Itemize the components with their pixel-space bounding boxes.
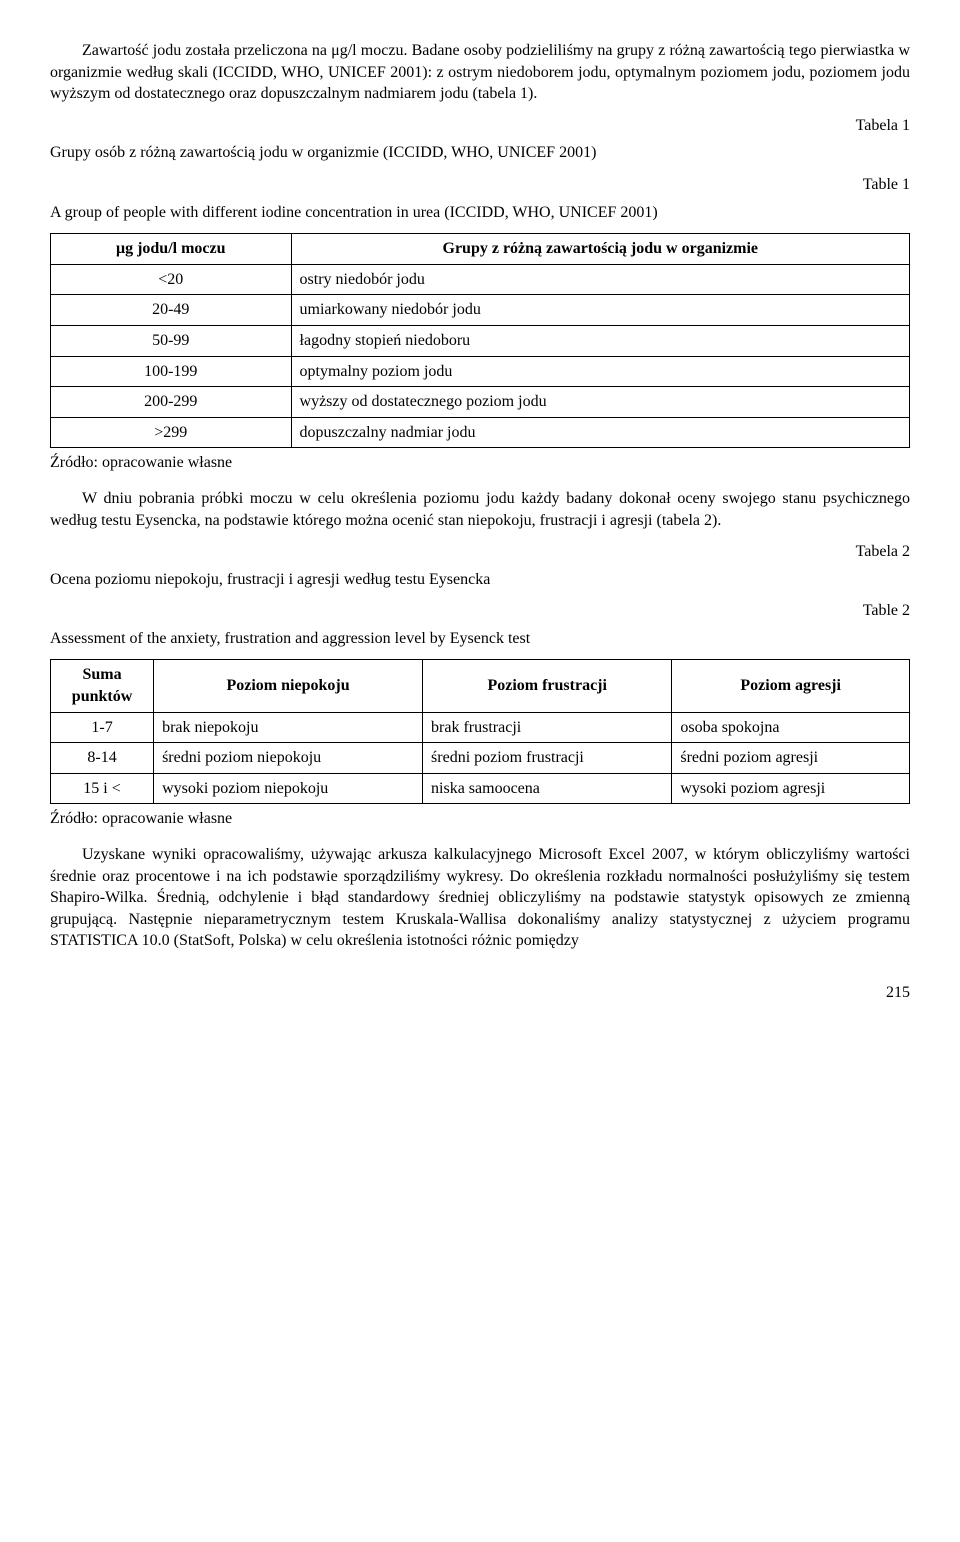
table1-source: Źródło: opracowanie własne [50,452,910,474]
table-row: 50-99łagodny stopień niedoboru [51,325,910,356]
table-row: 20-49umiarkowany niedobór jodu [51,295,910,326]
table-row: >299dopuszczalny nadmiar jodu [51,417,910,448]
table1-caption-en: A group of people with different iodine … [50,202,910,224]
table2-label-en: Table 2 [50,600,910,622]
table1-caption-pl: Grupy osób z różną zawartością jodu w or… [50,142,910,164]
table1-label-pl: Tabela 1 [50,115,910,137]
table1-label-en: Table 1 [50,174,910,196]
table-eysenck-levels: Suma punktów Poziom niepokoju Poziom fru… [50,659,910,804]
table2-label-pl: Tabela 2 [50,541,910,563]
table-row: 15 i < wysoki poziom niepokoju niska sam… [51,773,910,804]
t1-header-col1: μg jodu/l moczu [51,234,292,265]
table-iodine-groups: μg jodu/l moczu Grupy z różną zawartości… [50,233,910,448]
paragraph-intro: Zawartość jodu została przeliczona na μg… [50,40,910,105]
t2-header-col4: Poziom agresji [672,660,910,712]
paragraph-stats: Uzyskane wyniki opracowaliśmy, używając … [50,844,910,952]
t2-header-col3: Poziom frustracji [423,660,672,712]
table-row: 8-14 średni poziom niepokoju średni pozi… [51,743,910,774]
table-row: <20ostry niedobór jodu [51,264,910,295]
table-row: 200-299wyższy od dostatecznego poziom jo… [51,387,910,418]
table2-caption-en: Assessment of the anxiety, frustration a… [50,628,910,650]
page-number: 215 [50,982,910,1004]
table2-caption-pl: Ocena poziomu niepokoju, frustracji i ag… [50,569,910,591]
paragraph-eysenck: W dniu pobrania próbki moczu w celu okre… [50,488,910,531]
table2-source: Źródło: opracowanie własne [50,808,910,830]
t1-header-col2: Grupy z różną zawartością jodu w organiz… [291,234,909,265]
t2-header-col2: Poziom niepokoju [154,660,423,712]
table-row: 1-7 brak niepokoju brak frustracji osoba… [51,712,910,743]
t2-header-col1: Suma punktów [51,660,154,712]
table-row: 100-199optymalny poziom jodu [51,356,910,387]
